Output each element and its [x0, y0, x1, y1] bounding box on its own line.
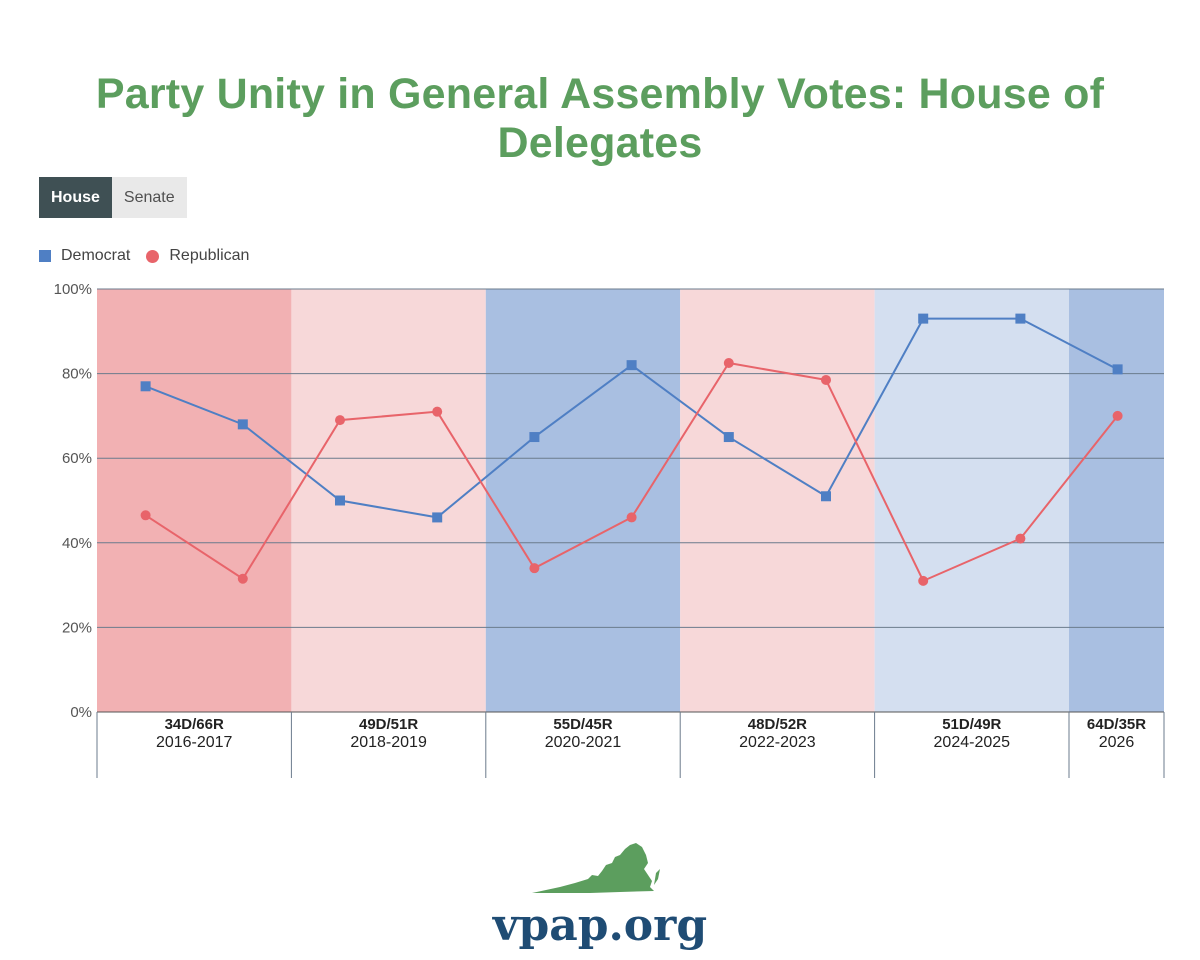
legend-item-republican[interactable]: Republican: [146, 247, 249, 265]
republican-point: [723, 358, 734, 369]
legend-label-democrat: Democrat: [61, 247, 131, 264]
republican-point: [821, 374, 831, 385]
period-seats-label: 48D/52R: [748, 716, 807, 733]
republican-point: [918, 575, 929, 586]
republican-point: [1112, 410, 1123, 421]
republican-point: [237, 573, 248, 584]
y-tick-label: 20%: [62, 619, 92, 636]
senate-toggle-button[interactable]: Senate: [111, 177, 187, 218]
period-years-label: 2022-2023: [739, 734, 816, 751]
y-tick-label: 80%: [62, 366, 92, 383]
republican-point: [335, 415, 345, 426]
democrat-point: [1015, 313, 1026, 324]
chart-legend: Democrat Republican: [39, 245, 265, 267]
legend-item-democrat[interactable]: Democrat: [39, 247, 130, 265]
period-band: [485, 289, 681, 712]
democrat-point: [723, 432, 734, 443]
period-seats-label: 51D/49R: [942, 716, 1001, 733]
republican-circle-icon: [146, 249, 160, 263]
democrat-point: [918, 313, 929, 324]
period-years-label: 2024-2025: [934, 734, 1011, 751]
republican-point: [1015, 533, 1026, 544]
democrat-point: [1112, 364, 1123, 375]
y-tick-label: 100%: [54, 281, 92, 298]
vpap-logo-text: vpap.org: [492, 900, 708, 951]
period-years-label: 2018-2019: [350, 734, 427, 751]
party-unity-chart: 34D/66R2016-201749D/51R2018-201955D/45R2…: [54, 281, 1165, 778]
period-seats-label: 34D/66R: [165, 716, 224, 733]
democrat-point: [529, 432, 540, 443]
y-tick-label: 60%: [62, 450, 92, 467]
period-seats-label: 55D/45R: [553, 716, 612, 733]
democrat-point: [140, 381, 151, 392]
chart-title: Party Unity in General Assembly Votes: H…: [95, 70, 1105, 167]
democrat-point: [626, 360, 637, 371]
democrat-point: [821, 491, 831, 502]
period-band: [874, 289, 1069, 712]
democrat-point: [237, 419, 248, 430]
period-seats-label: 49D/51R: [359, 716, 418, 733]
period-years-label: 2026: [1099, 734, 1135, 751]
period-years-label: 2020-2021: [545, 734, 622, 751]
democrat-square-icon: [39, 250, 51, 262]
period-band: [1069, 289, 1164, 712]
chamber-toggle: House Senate: [39, 177, 187, 218]
y-tick-label: 0%: [70, 704, 92, 721]
legend-label-republican: Republican: [169, 247, 250, 264]
democrat-point: [432, 512, 443, 523]
democrat-point: [335, 495, 345, 506]
period-band: [680, 289, 875, 712]
republican-point: [529, 563, 540, 574]
house-toggle-button[interactable]: House: [39, 177, 112, 218]
republican-point: [626, 512, 637, 523]
y-tick-label: 40%: [62, 535, 92, 552]
period-band: [291, 289, 486, 712]
period-years-label: 2016-2017: [156, 734, 233, 751]
republican-point: [140, 510, 151, 521]
vpap-logo: [0, 835, 1200, 902]
virginia-map-icon: [532, 843, 660, 893]
period-seats-label: 64D/35R: [1087, 716, 1146, 733]
period-band: [97, 289, 292, 712]
republican-point: [432, 406, 443, 417]
